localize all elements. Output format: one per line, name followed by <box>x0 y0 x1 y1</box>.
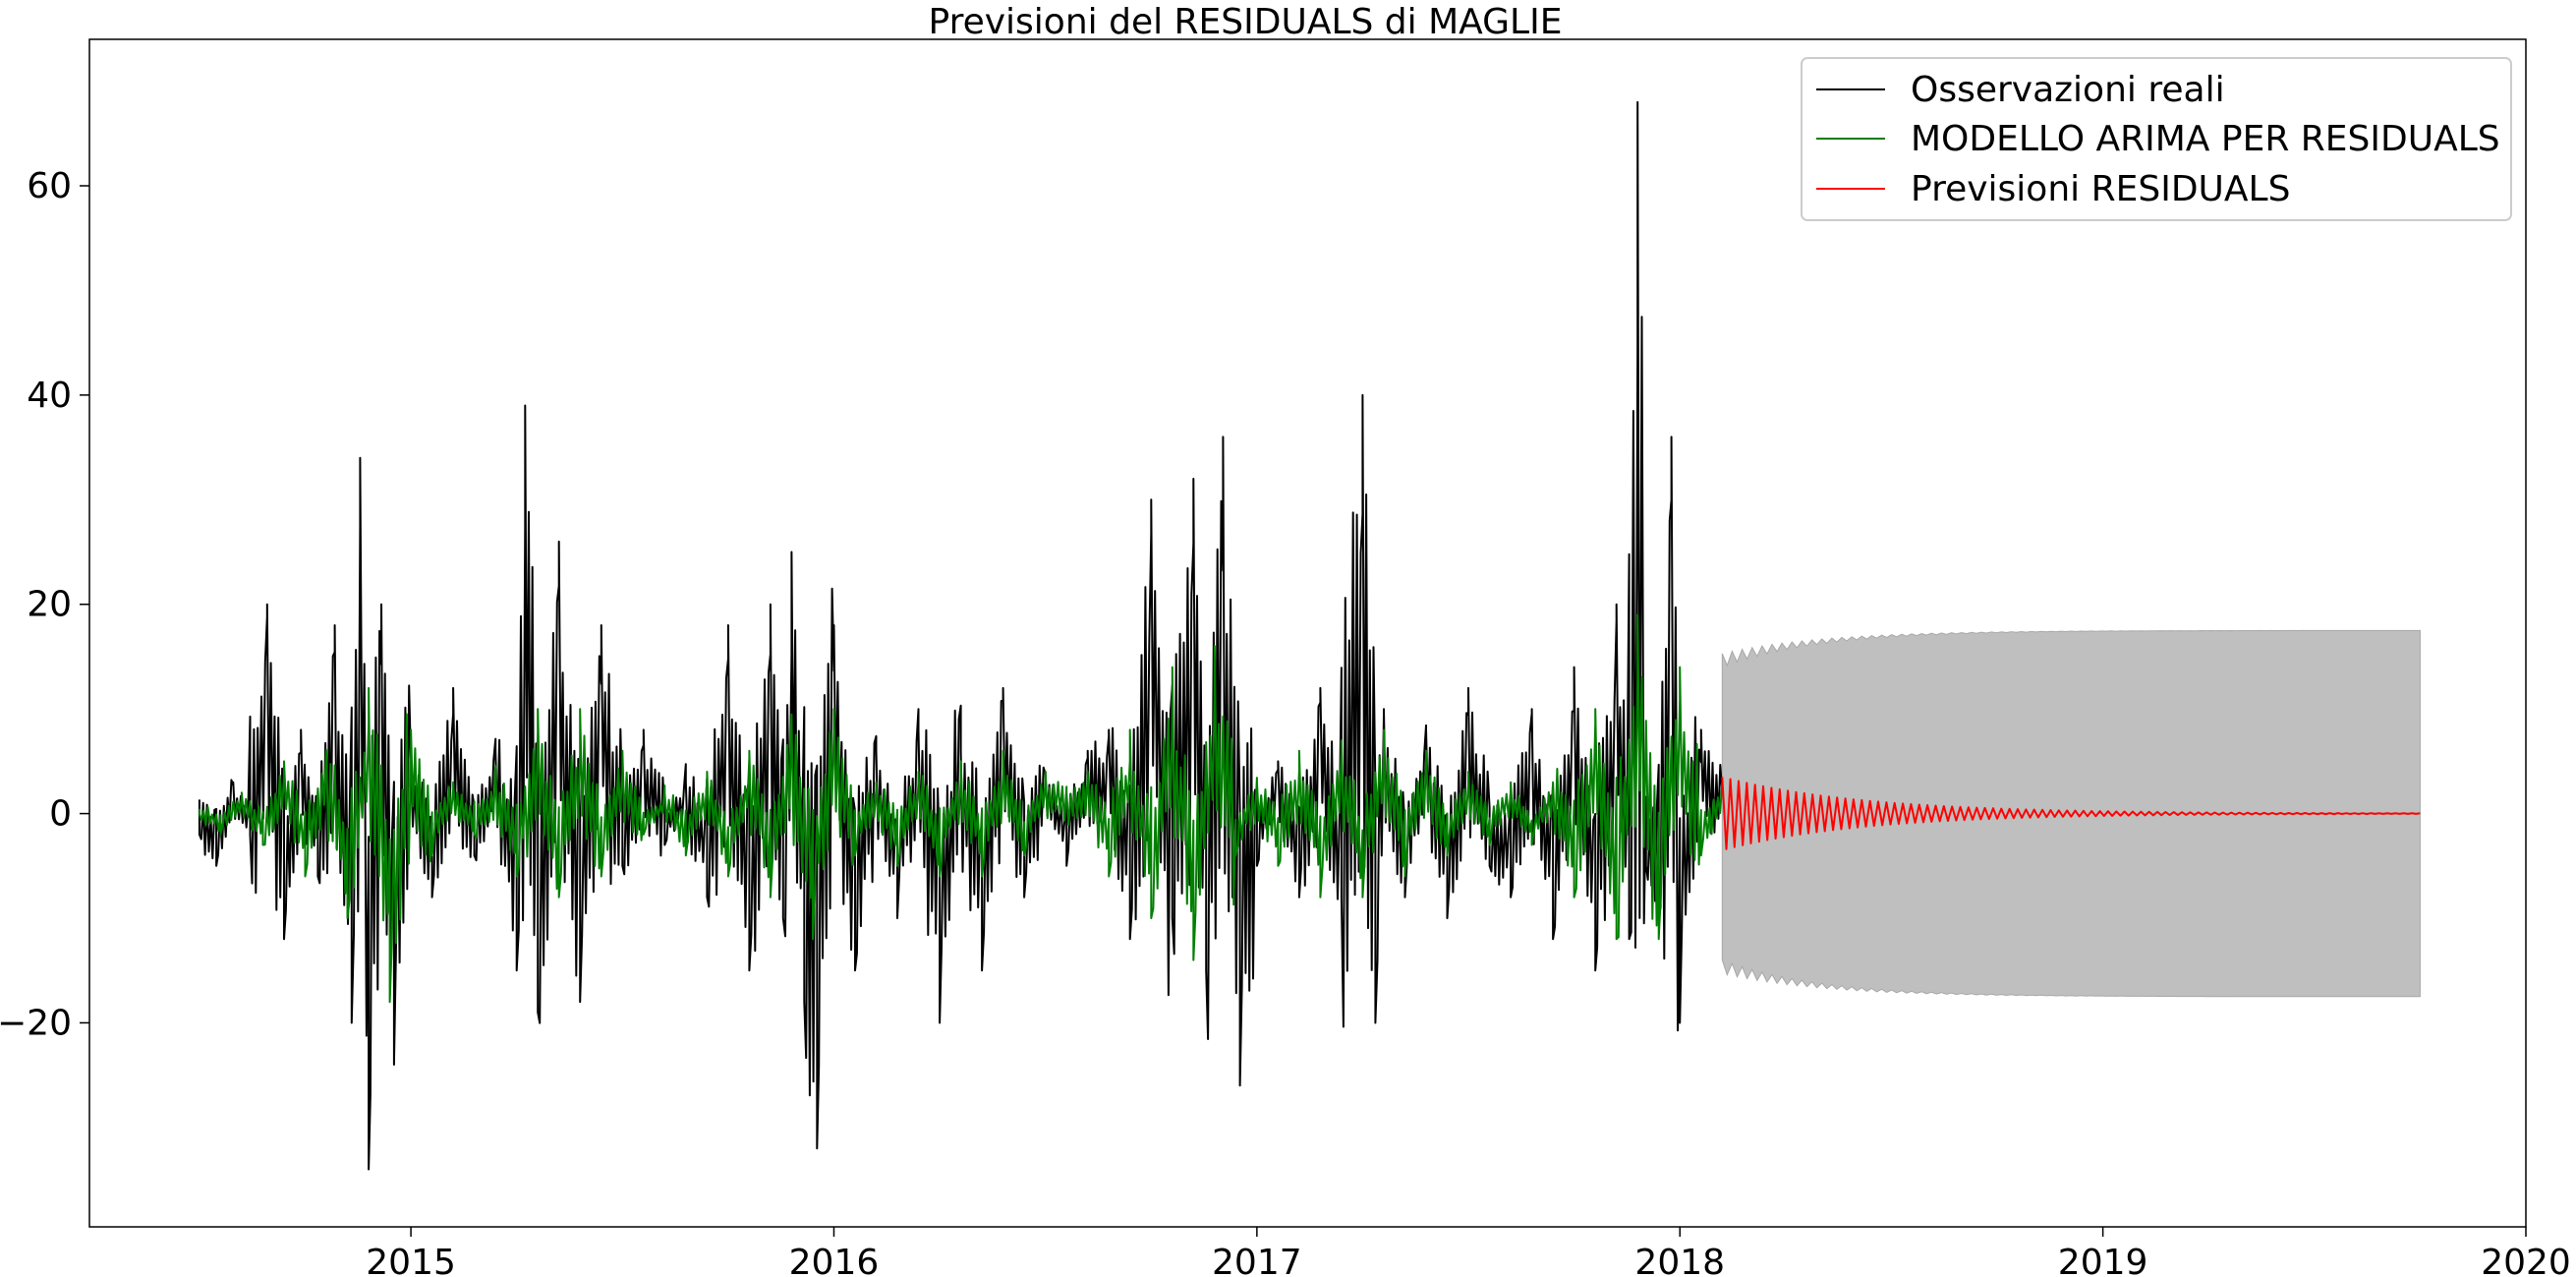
y-tick-label-60: 60 <box>27 166 72 206</box>
y-tick-label-0: 0 <box>49 794 72 835</box>
legend-box <box>1801 57 2512 221</box>
y-tick-label-20: 20 <box>27 585 72 625</box>
series-line-2 <box>1721 777 2421 850</box>
legend: Osservazioni reali MODELLO ARIMA PER RES… <box>1801 57 2512 221</box>
x-axis: 2015 2016 2017 2018 2019 2020 <box>366 1227 2571 1277</box>
plot-frame <box>88 38 2527 1228</box>
chart-title: Previsioni del RESIDUALS di MAGLIE <box>929 2 1563 42</box>
series-line-1 <box>198 613 1724 1004</box>
y-tick-label-40: 40 <box>27 376 72 416</box>
x-tick-label-2017: 2017 <box>1212 1243 1302 1277</box>
legend-label-observations: Osservazioni reali <box>1911 70 2225 110</box>
confidence-band <box>1721 629 2421 998</box>
y-tick-label--20: −20 <box>0 1003 72 1043</box>
plot-area <box>198 100 2421 1171</box>
x-tick-label-2019: 2019 <box>2058 1243 2148 1277</box>
legend-label-arima-model: MODELLO ARIMA PER RESIDUALS <box>1911 119 2500 159</box>
x-tick-label-2018: 2018 <box>1634 1243 1725 1277</box>
y-axis: −20 0 20 40 60 <box>0 166 89 1043</box>
x-tick-label-2016: 2016 <box>789 1243 880 1277</box>
x-tick-label-2020: 2020 <box>2481 1243 2571 1277</box>
x-tick-label-2015: 2015 <box>366 1243 456 1277</box>
series-line-0 <box>198 100 1724 1171</box>
legend-label-forecast: Previsioni RESIDUALS <box>1911 169 2290 209</box>
